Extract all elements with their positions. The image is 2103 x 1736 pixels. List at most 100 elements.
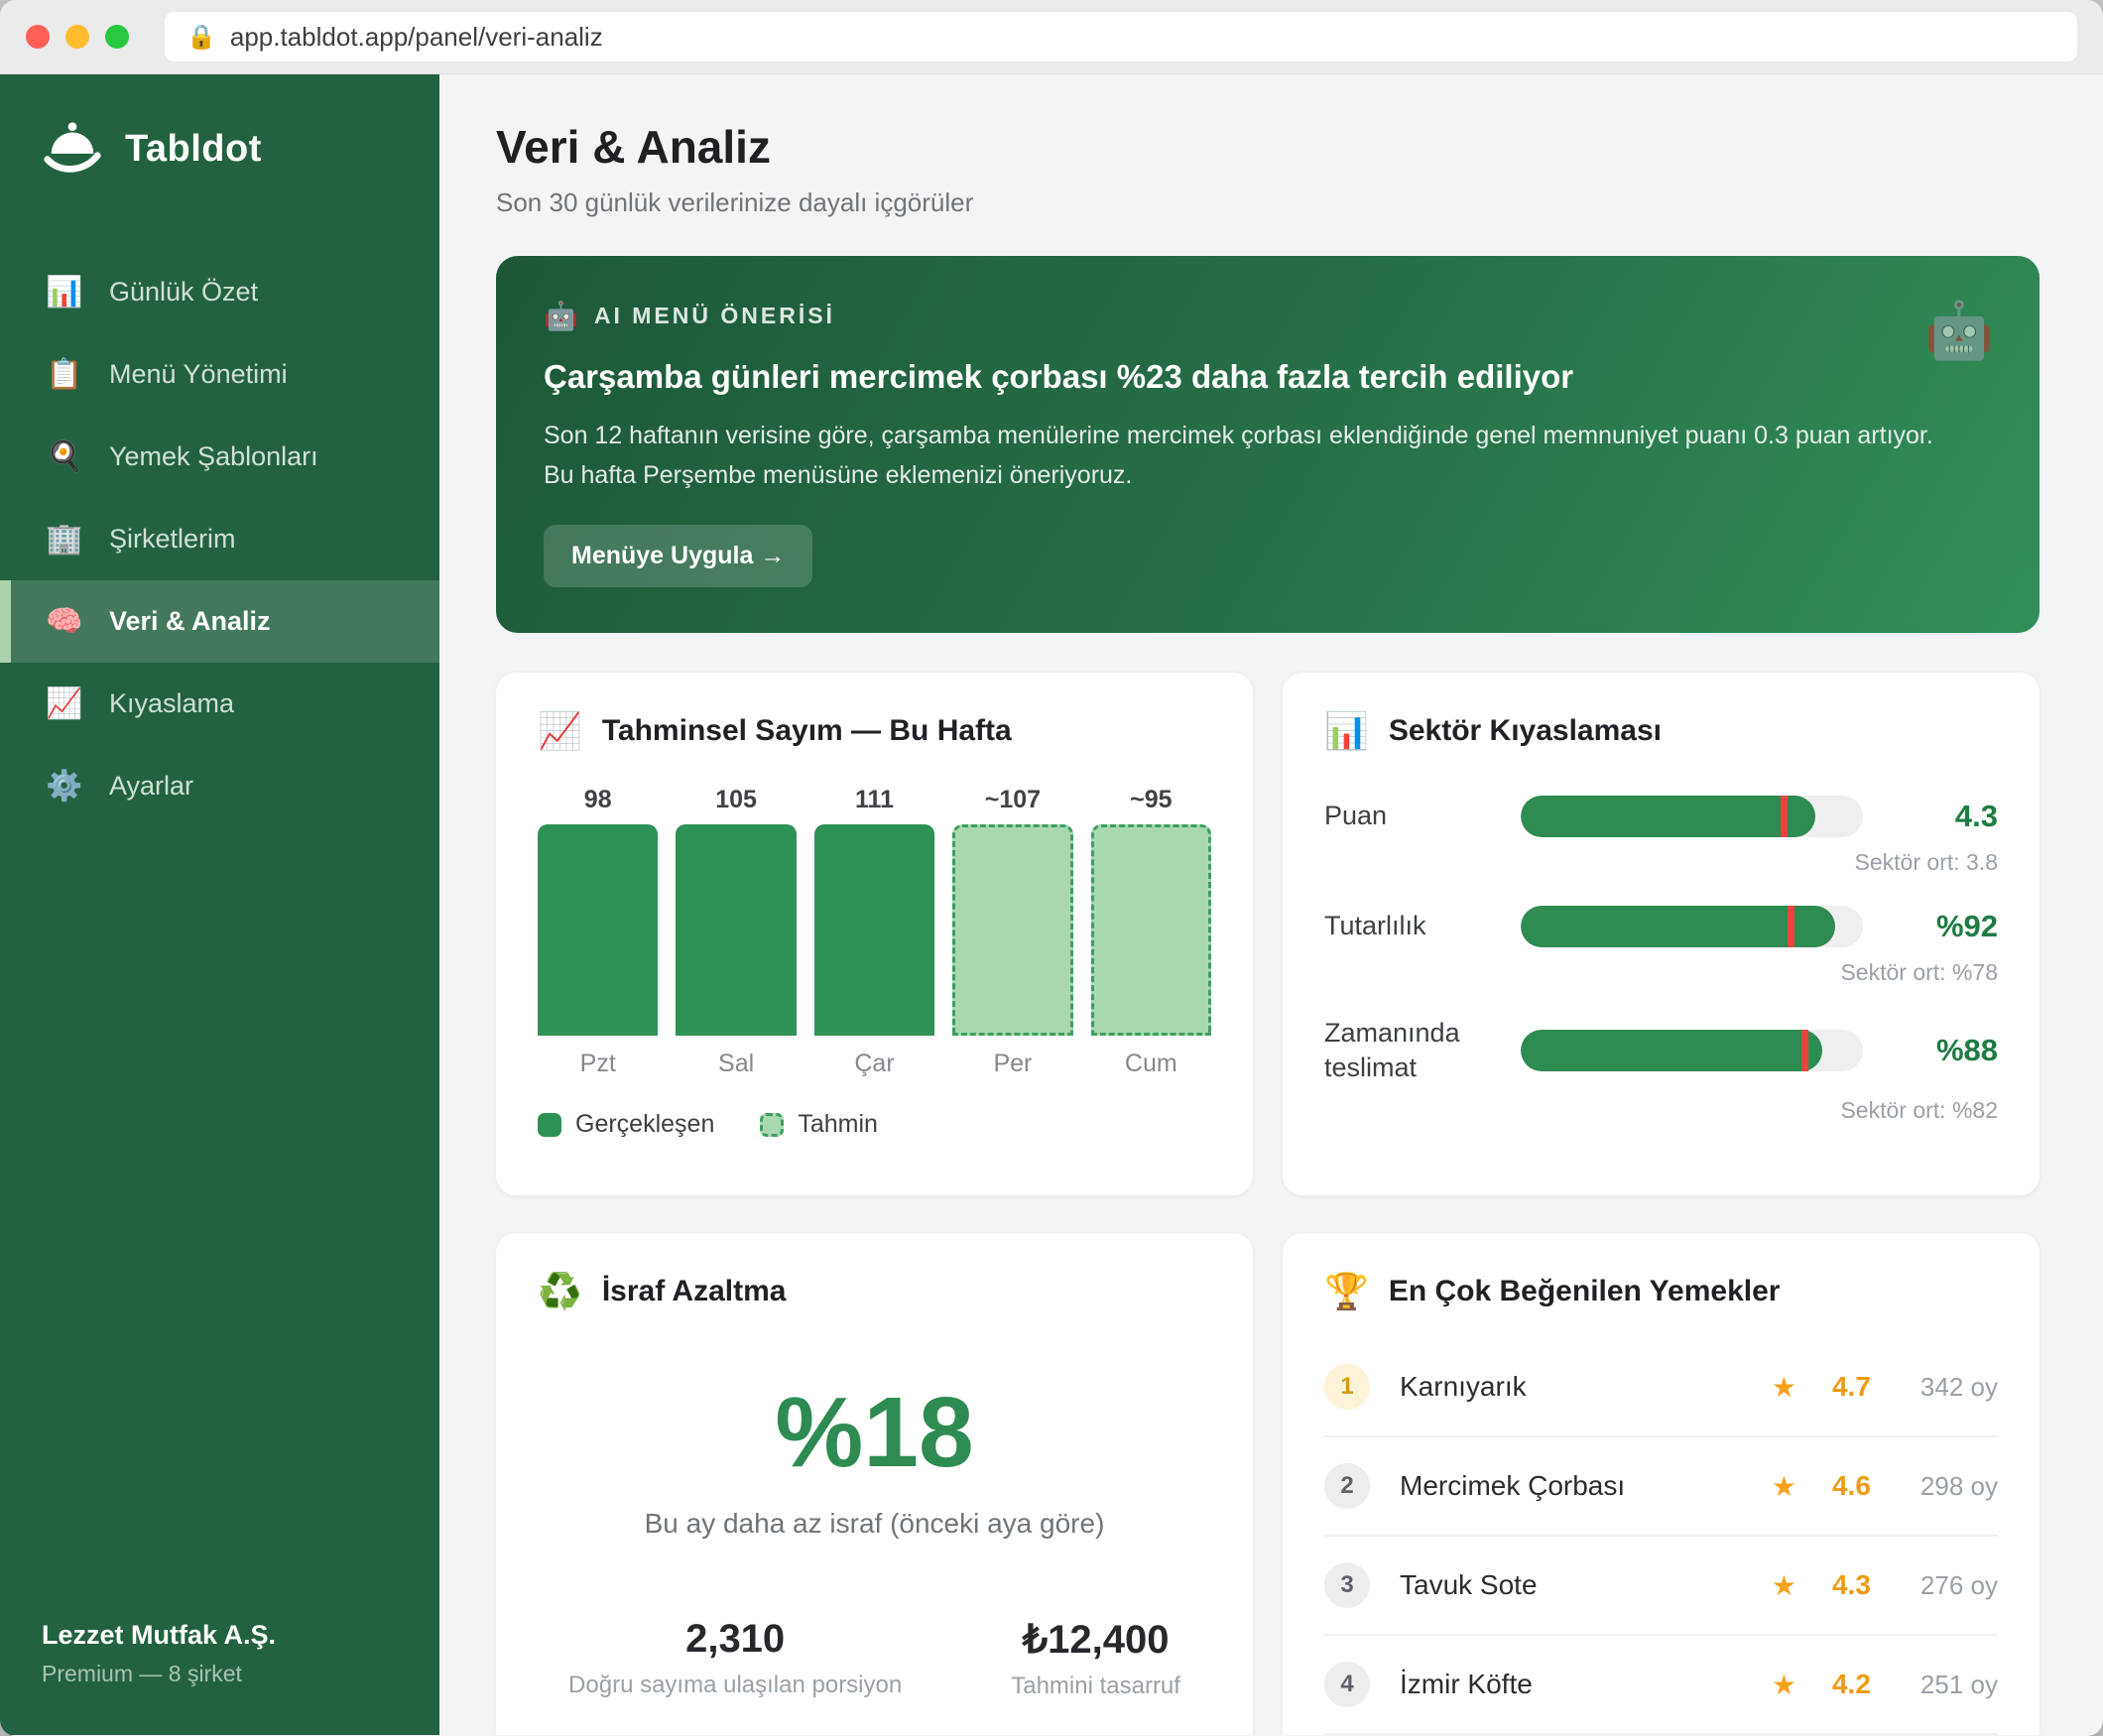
sidebar-item-sirketlerim[interactable]: 🏢 Şirketlerim (0, 498, 439, 580)
sector-average-marker (1781, 796, 1789, 837)
dish-rating: 4.7 (1831, 1371, 1871, 1403)
sidebar-footer: Lezzet Mutfak A.Ş. Premium — 8 şirket (0, 1620, 439, 1687)
app-name: Tabldot (125, 127, 262, 170)
address-bar[interactable]: 🔒 app.tabldot.app/panel/veri-analiz (165, 12, 2077, 62)
page-title: Veri & Analiz (496, 121, 771, 173)
bar-chart: 98 105 111 ~107 (538, 786, 1212, 1036)
dish-votes: 342 oy (1919, 1371, 1998, 1402)
dish-votes: 298 oy (1919, 1470, 1998, 1501)
progress-fill (1521, 1030, 1822, 1072)
bar-column-per: ~107 (952, 786, 1073, 1036)
app-logo[interactable]: Tabldot (0, 118, 439, 180)
zoom-button[interactable] (105, 25, 129, 49)
legend-label: Gerçekleşen (575, 1110, 715, 1138)
chart-increasing-icon: 📈 (538, 710, 582, 751)
bar-value: 105 (715, 786, 757, 813)
bar-value: 111 (855, 786, 894, 813)
cloche-icon (44, 122, 101, 173)
axis-label: Pzt (579, 1050, 616, 1077)
rank-badge: 2 (1324, 1463, 1370, 1510)
legend-forecast: Tahmin (760, 1110, 878, 1139)
dish-rating: 4.3 (1831, 1569, 1871, 1601)
banner-title: Çarşamba günleri mercimek çorbası %23 da… (544, 358, 1574, 395)
dish-name: Karnıyarık (1400, 1371, 1527, 1403)
stat-label: Tahmini tasarruf (1011, 1673, 1180, 1700)
sidebar-item-label: Günlük Özet (109, 277, 259, 307)
legend-swatch-actual (538, 1112, 561, 1137)
sector-average-note: Sektör ort: 3.8 (1854, 849, 1998, 875)
stat-value: 2,310 (685, 1617, 786, 1662)
rank-badge: 3 (1324, 1562, 1370, 1609)
sidebar-item-kiyaslama[interactable]: 📈 Kıyaslama (0, 663, 439, 745)
top-dishes-card-title: 🏆 En Çok Beğenilen Yemekler (1324, 1271, 1998, 1312)
robot-watermark-icon: 🤖 (1924, 299, 1994, 361)
axis-label: Sal (718, 1050, 755, 1077)
benchmark-rows: Puan 4.3 Sektör ort: 3.8 Tutarlılık (1324, 796, 1998, 1124)
dish-row-4[interactable]: 4 İzmir Köfte ★ 4.2 251 oy (1324, 1636, 1998, 1735)
sidebar-item-menu-yonetimi[interactable]: 📋 Menü Yönetimi (0, 333, 439, 416)
forecast-chart-card: 📈 Tahminsel Sayım — Bu Hafta 98 105 (496, 673, 1253, 1196)
window-controls (26, 25, 129, 49)
progress-track (1521, 906, 1863, 947)
sidebar-item-label: Ayarlar (109, 771, 194, 801)
legend-actual: Gerçekleşen (538, 1110, 714, 1139)
stat-portions: 2,310 Doğru sayıma ulaşılan porsiyon (568, 1617, 902, 1700)
robot-icon: 🤖 (544, 301, 578, 331)
minimize-button[interactable] (65, 25, 89, 49)
forecast-card-title-text: Tahminsel Sayım — Bu Hafta (601, 714, 1012, 747)
sidebar-nav: 📊 Günlük Özet 📋 Menü Yönetimi 🍳 Yemek Şa… (0, 251, 439, 827)
star-icon: ★ (1771, 1569, 1796, 1601)
axis-label: Cum (1124, 1050, 1177, 1077)
sidebar-item-yemek-sablonlari[interactable]: 🍳 Yemek Şablonları (0, 416, 439, 498)
chart-increasing-icon: 📈 (46, 687, 83, 720)
sidebar: Tabldot 📊 Günlük Özet 📋 Menü Yönetimi 🍳 … (0, 74, 439, 1735)
bar-forecast (1090, 824, 1212, 1036)
axis-label: Çar (854, 1050, 895, 1077)
bar-value: ~107 (984, 786, 1042, 813)
waste-card-title-text: İsraf Azaltma (601, 1275, 787, 1308)
dish-row-1[interactable]: 1 Karnıyarık ★ 4.7 342 oy (1324, 1338, 1998, 1438)
bar-column-cum: ~95 (1090, 786, 1212, 1036)
stat-savings: ₺12,400 Tahmini tasarruf (1011, 1617, 1180, 1700)
benchmark-row-tutarlilik: Tutarlılık %92 (1324, 906, 1998, 947)
waste-headline-value: %18 (775, 1377, 974, 1489)
rank-badge: 4 (1324, 1662, 1370, 1708)
dish-rating: 4.2 (1831, 1669, 1871, 1700)
banner-label-text: AI MENÜ ÖNERİSİ (593, 303, 835, 328)
stat-value: ₺12,400 (1022, 1618, 1170, 1663)
office-building-icon: 🏢 (46, 523, 83, 556)
main-content: Veri & Analiz Son 30 günlük verilerinize… (439, 74, 2103, 1735)
benchmark-row-teslimat: Zamanında teslimat %88 (1324, 1016, 1998, 1085)
plan-badge: Premium — 8 şirket (42, 1661, 242, 1686)
sidebar-item-label: Yemek Şablonları (109, 441, 318, 471)
chart-legend: Gerçekleşen Tahmin (538, 1110, 1211, 1139)
sidebar-item-ayarlar[interactable]: ⚙️ Ayarlar (0, 745, 439, 827)
dish-list: 1 Karnıyarık ★ 4.7 342 oy 2 Mercimek Çor… (1324, 1338, 1998, 1735)
dish-row-3[interactable]: 3 Tavuk Sote ★ 4.3 276 oy (1324, 1537, 1998, 1637)
apply-to-menu-button[interactable]: Menüye Uygula → (544, 525, 813, 587)
company-name: Lezzet Mutfak A.Ş. (42, 1620, 277, 1650)
benchmark-card-title: 📊 Sektör Kıyaslaması (1324, 710, 1998, 752)
sidebar-item-label: Şirketlerim (109, 524, 236, 554)
close-button[interactable] (26, 25, 50, 49)
browser-chrome: 🔒 app.tabldot.app/panel/veri-analiz (0, 0, 2103, 74)
progress-track (1521, 796, 1863, 837)
ai-suggestion-banner: 🤖 AI MENÜ ÖNERİSİ Çarşamba günleri merci… (496, 256, 2040, 633)
benchmark-card-title-text: Sektör Kıyaslaması (1388, 714, 1662, 747)
bar-value: ~95 (1130, 786, 1173, 813)
dish-votes: 276 oy (1919, 1569, 1998, 1600)
benchmark-row-puan: Puan 4.3 (1324, 796, 1998, 837)
url-text: app.tabldot.app/panel/veri-analiz (229, 21, 603, 52)
forecast-card-title: 📈 Tahminsel Sayım — Bu Hafta (538, 710, 1211, 752)
sidebar-item-label: Kıyaslama (109, 688, 235, 718)
dish-row-2[interactable]: 2 Mercimek Çorbası ★ 4.6 298 oy (1324, 1437, 1998, 1538)
benchmark-value: 4.3 (1954, 799, 1998, 833)
bar-column-car: 111 (813, 786, 935, 1036)
banner-label: 🤖 AI MENÜ ÖNERİSİ (544, 300, 1992, 332)
sidebar-item-veri-analiz[interactable]: 🧠 Veri & Analiz (0, 580, 439, 663)
sidebar-item-gunluk-ozet[interactable]: 📊 Günlük Özet (0, 251, 439, 333)
bar-chart-icon: 📊 (46, 276, 83, 309)
dish-name: Mercimek Çorbası (1400, 1470, 1626, 1502)
sector-average-marker (1788, 906, 1795, 947)
